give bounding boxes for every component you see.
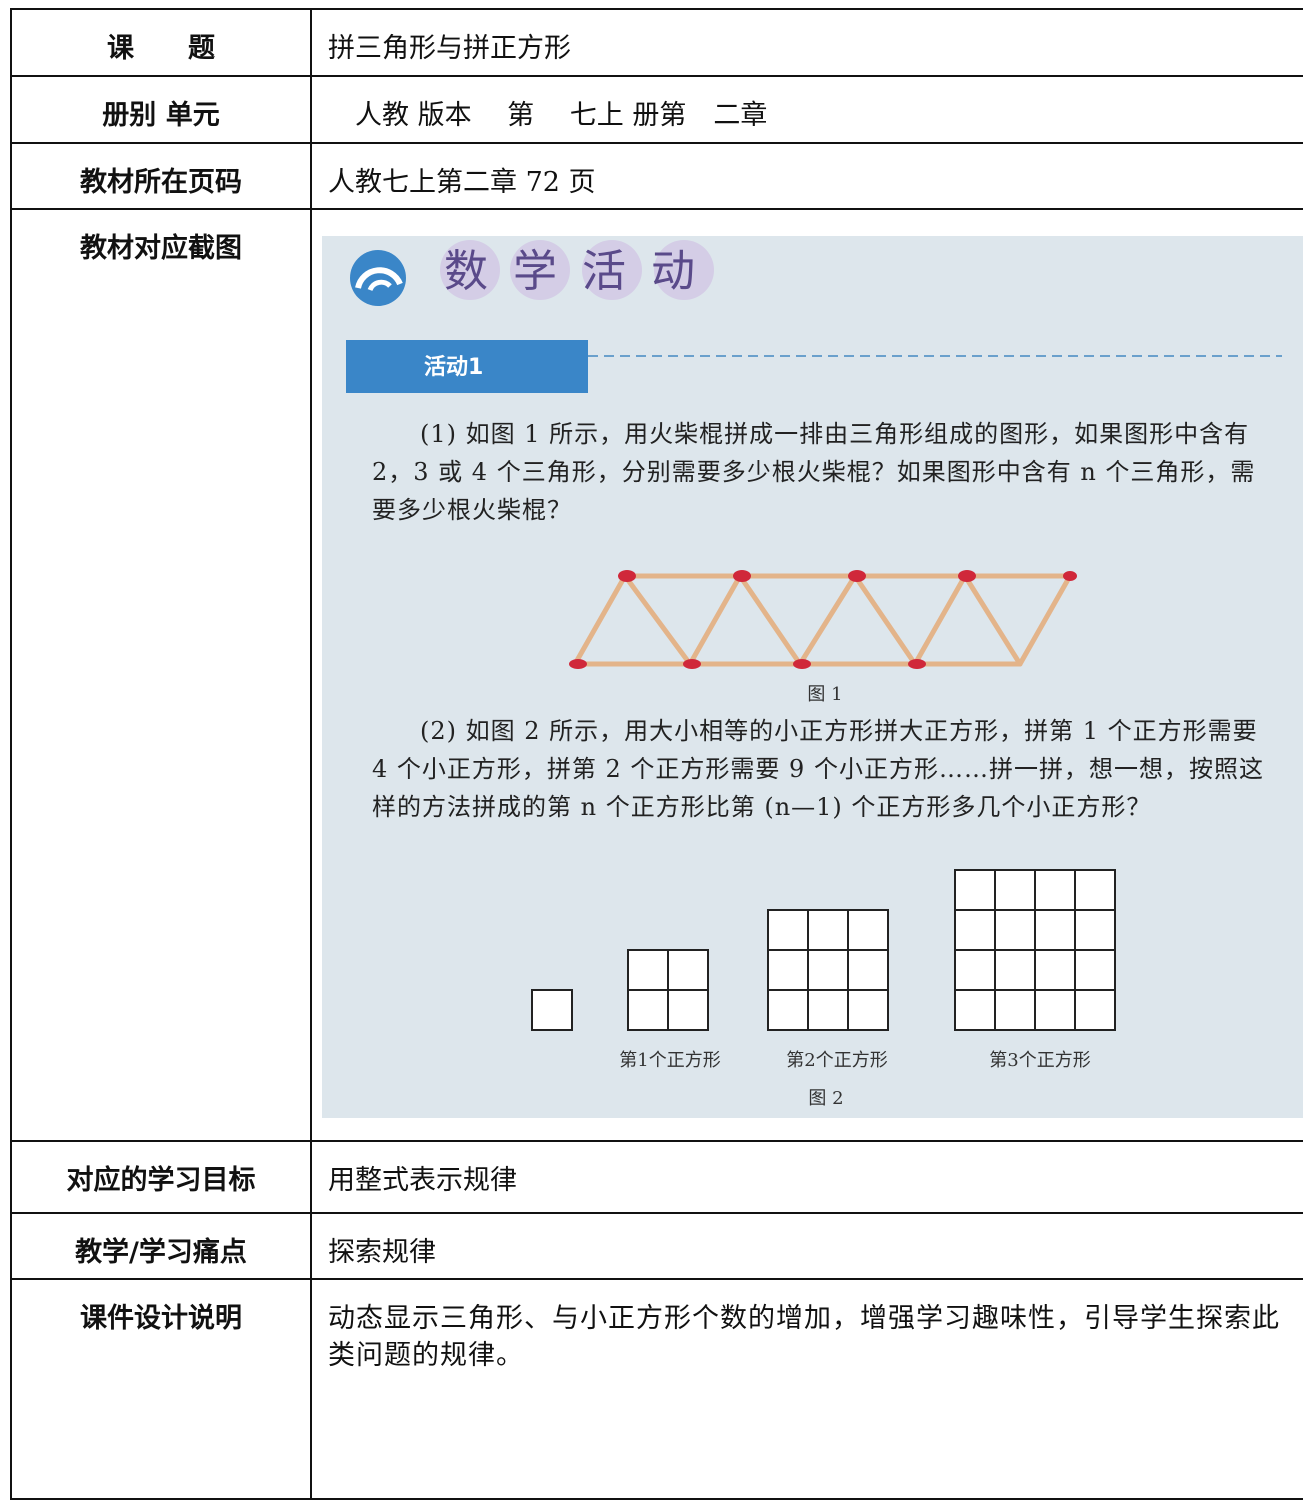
content-text: 拼三角形与拼正方形 <box>328 33 571 64</box>
label-text: 对应的学习目标 <box>66 1165 256 1196</box>
textbook-screenshot: 数学活动 活动1 (1) 如图 1 所示，用火柴棍拼成一排由三角形组成的图形，如… <box>322 236 1303 1118</box>
activity-label: 活动1 <box>424 355 483 380</box>
square-figure <box>531 869 1116 1031</box>
match-heads <box>569 570 1077 669</box>
icon <box>350 250 406 306</box>
paragraph: (2) 如图 2 所示，用大小相等的小正方形拼大正方形，拼第 1 个正方形需要 … <box>372 717 1264 821</box>
textbook-graphics: 数学活动 活动1 <box>346 240 1282 1031</box>
content-text: 用整式表示规律 <box>328 1165 517 1196</box>
label-text: 教材对应截图 <box>80 233 242 264</box>
figure-caption: 图 2 <box>808 1088 844 1109</box>
heading-circles <box>440 240 714 300</box>
row-label: 课件设计说明 <box>10 1278 312 1500</box>
row-content: 动态显示三角形、与小正方形个数的增加，增强学习趣味性，引导学生探索此类问题的规律… <box>310 1278 1303 1500</box>
figure-label: 第3个正方形 <box>989 1050 1091 1071</box>
figure-caption: 图 1 <box>807 684 843 705</box>
label-text: 教材所在页码 <box>80 167 242 198</box>
row-label: 教材所在页码 <box>10 142 312 210</box>
content-text: 人教七上第二章 72 页 <box>328 167 596 198</box>
content-text: 动态显示三角形、与小正方形个数的增加，增强学习趣味性，引导学生探索此类问题的规律… <box>328 1303 1280 1371</box>
row-label: 课 题 <box>10 8 312 77</box>
row-content: 人教七上第二章 72 页 <box>310 142 1303 210</box>
label-text: 课 题 <box>107 33 215 64</box>
content-text: 人教 版本 第 七上 册第 二章 <box>328 100 768 131</box>
label-text: 教学/学习痛点 <box>75 1237 247 1268</box>
row-label: 册别 单元 <box>10 75 312 144</box>
paragraph: (1) 如图 1 所示，用火柴棍拼成一排由三角形组成的图形，如果图形中含有 2，… <box>372 420 1256 524</box>
activity-tab <box>346 340 588 393</box>
label-text: 课件设计说明 <box>80 1303 242 1334</box>
row-content: 拼三角形与拼正方形 <box>310 8 1303 77</box>
content-text: 探索规律 <box>328 1237 436 1268</box>
figure-label: 第2个正方形 <box>786 1050 888 1071</box>
row-content: 探索规律 <box>310 1212 1303 1280</box>
matchstick-figure <box>572 573 1073 667</box>
heading: 数学活动 <box>444 246 720 297</box>
row-label: 教材对应截图 <box>10 208 312 1142</box>
row-label: 教学/学习痛点 <box>10 1212 312 1280</box>
row-label: 对应的学习目标 <box>10 1140 312 1214</box>
row-content: 用整式表示规律 <box>310 1140 1303 1214</box>
figure-label: 第1个正方形 <box>619 1050 721 1071</box>
row-content: 人教 版本 第 七上 册第 二章 <box>310 75 1303 144</box>
label-text: 册别 单元 <box>102 100 220 131</box>
